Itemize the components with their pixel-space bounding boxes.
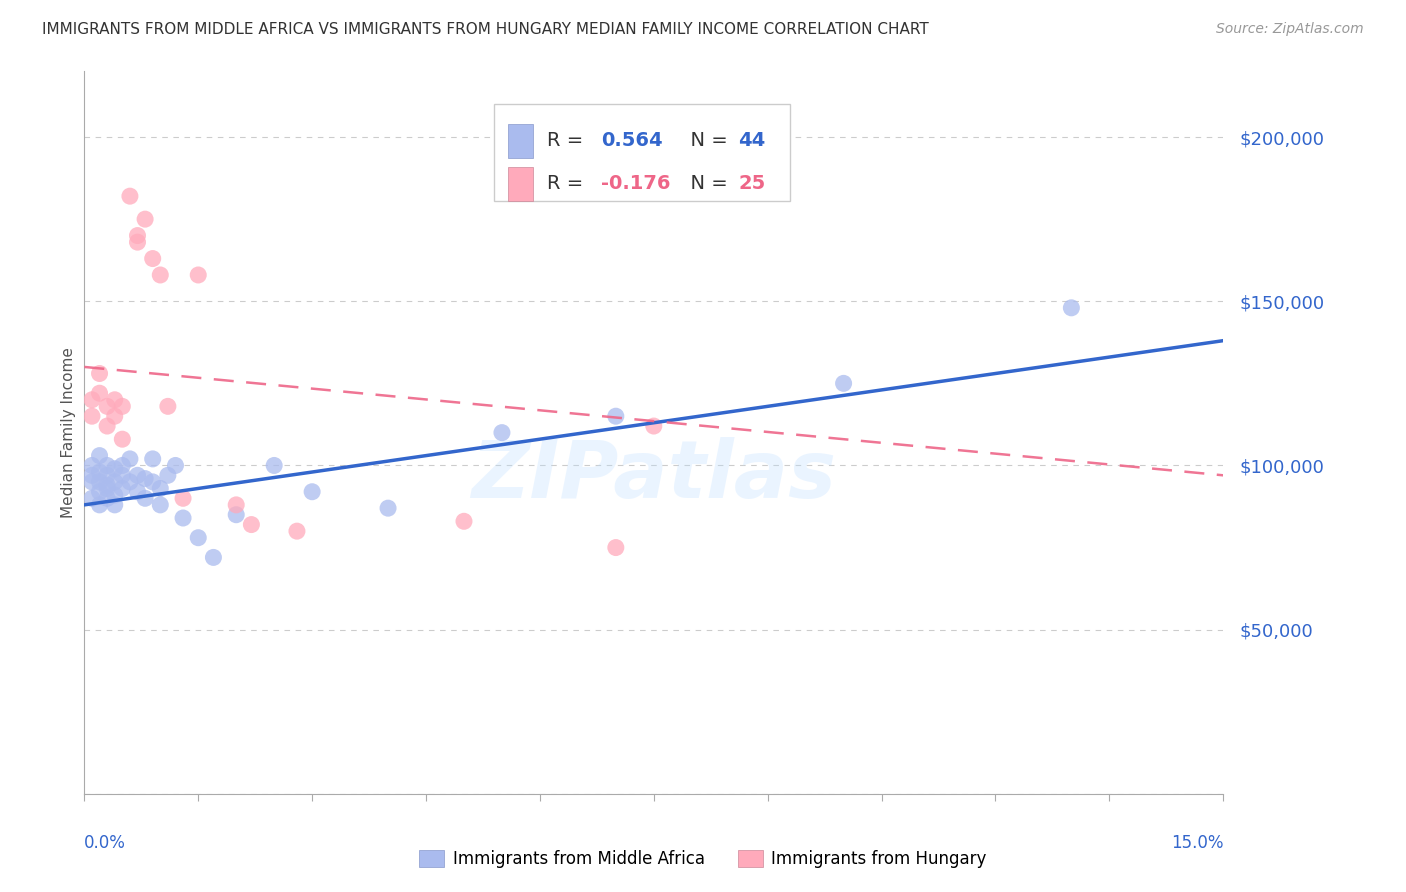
Point <box>187 268 209 282</box>
FancyBboxPatch shape <box>508 124 533 158</box>
Point <box>605 541 627 555</box>
Point <box>225 498 247 512</box>
Point <box>240 517 263 532</box>
Point <box>118 451 141 466</box>
Point <box>187 531 209 545</box>
Point <box>134 212 156 227</box>
Point <box>89 475 111 489</box>
Point <box>96 482 118 496</box>
Point <box>156 400 179 414</box>
Point <box>285 524 308 538</box>
Text: IMMIGRANTS FROM MIDDLE AFRICA VS IMMIGRANTS FROM HUNGARY MEDIAN FAMILY INCOME CO: IMMIGRANTS FROM MIDDLE AFRICA VS IMMIGRA… <box>42 22 929 37</box>
Point <box>605 409 627 424</box>
Point <box>111 458 134 473</box>
Point <box>96 400 118 414</box>
Point <box>127 484 149 499</box>
Point <box>111 468 134 483</box>
Point <box>118 189 141 203</box>
Point <box>134 491 156 506</box>
Point <box>80 475 103 489</box>
Point <box>96 491 118 506</box>
FancyBboxPatch shape <box>495 103 790 202</box>
Point <box>832 376 855 391</box>
Point <box>111 400 134 414</box>
Text: 15.0%: 15.0% <box>1171 834 1223 852</box>
Point <box>202 550 225 565</box>
Point <box>104 488 127 502</box>
Point <box>142 451 165 466</box>
Point <box>104 392 127 407</box>
Point <box>111 432 134 446</box>
Point <box>225 508 247 522</box>
Point <box>149 268 172 282</box>
Point <box>80 468 103 483</box>
Point <box>104 409 127 424</box>
Point <box>127 235 149 249</box>
Point <box>118 475 141 489</box>
Point <box>142 475 165 489</box>
Point <box>104 498 127 512</box>
Point <box>134 472 156 486</box>
Text: R =: R = <box>547 131 589 151</box>
Point <box>127 228 149 243</box>
Point <box>89 449 111 463</box>
Text: Source: ZipAtlas.com: Source: ZipAtlas.com <box>1216 22 1364 37</box>
Text: 0.564: 0.564 <box>602 131 664 151</box>
Point <box>142 252 165 266</box>
Point <box>127 468 149 483</box>
Legend: Immigrants from Middle Africa, Immigrants from Hungary: Immigrants from Middle Africa, Immigrant… <box>412 843 994 875</box>
Point <box>80 491 103 506</box>
Point <box>172 491 194 506</box>
Point <box>111 482 134 496</box>
Y-axis label: Median Family Income: Median Family Income <box>60 347 76 518</box>
Point <box>263 458 285 473</box>
Point <box>80 409 103 424</box>
Point <box>89 386 111 401</box>
Text: -0.176: -0.176 <box>602 174 671 194</box>
Text: 0.0%: 0.0% <box>84 834 127 852</box>
Point <box>89 465 111 479</box>
Point <box>377 501 399 516</box>
Point <box>165 458 187 473</box>
Point <box>89 367 111 381</box>
Point <box>149 498 172 512</box>
Point <box>453 514 475 528</box>
Point <box>80 458 103 473</box>
Point <box>96 458 118 473</box>
Point <box>491 425 513 440</box>
Point <box>89 498 111 512</box>
Point <box>80 392 103 407</box>
Text: N =: N = <box>678 174 734 194</box>
Point <box>149 482 172 496</box>
Text: 25: 25 <box>738 174 765 194</box>
Point <box>96 419 118 434</box>
Text: R =: R = <box>547 174 589 194</box>
Text: N =: N = <box>678 131 734 151</box>
Point <box>156 468 179 483</box>
Point <box>1060 301 1083 315</box>
Text: 44: 44 <box>738 131 765 151</box>
Point <box>104 475 127 489</box>
Text: ZIPatlas: ZIPatlas <box>471 437 837 515</box>
Point <box>301 484 323 499</box>
Point <box>643 419 665 434</box>
Point <box>104 462 127 476</box>
Point <box>96 478 118 492</box>
Point <box>96 468 118 483</box>
FancyBboxPatch shape <box>508 167 533 202</box>
Point <box>89 484 111 499</box>
Point <box>172 511 194 525</box>
